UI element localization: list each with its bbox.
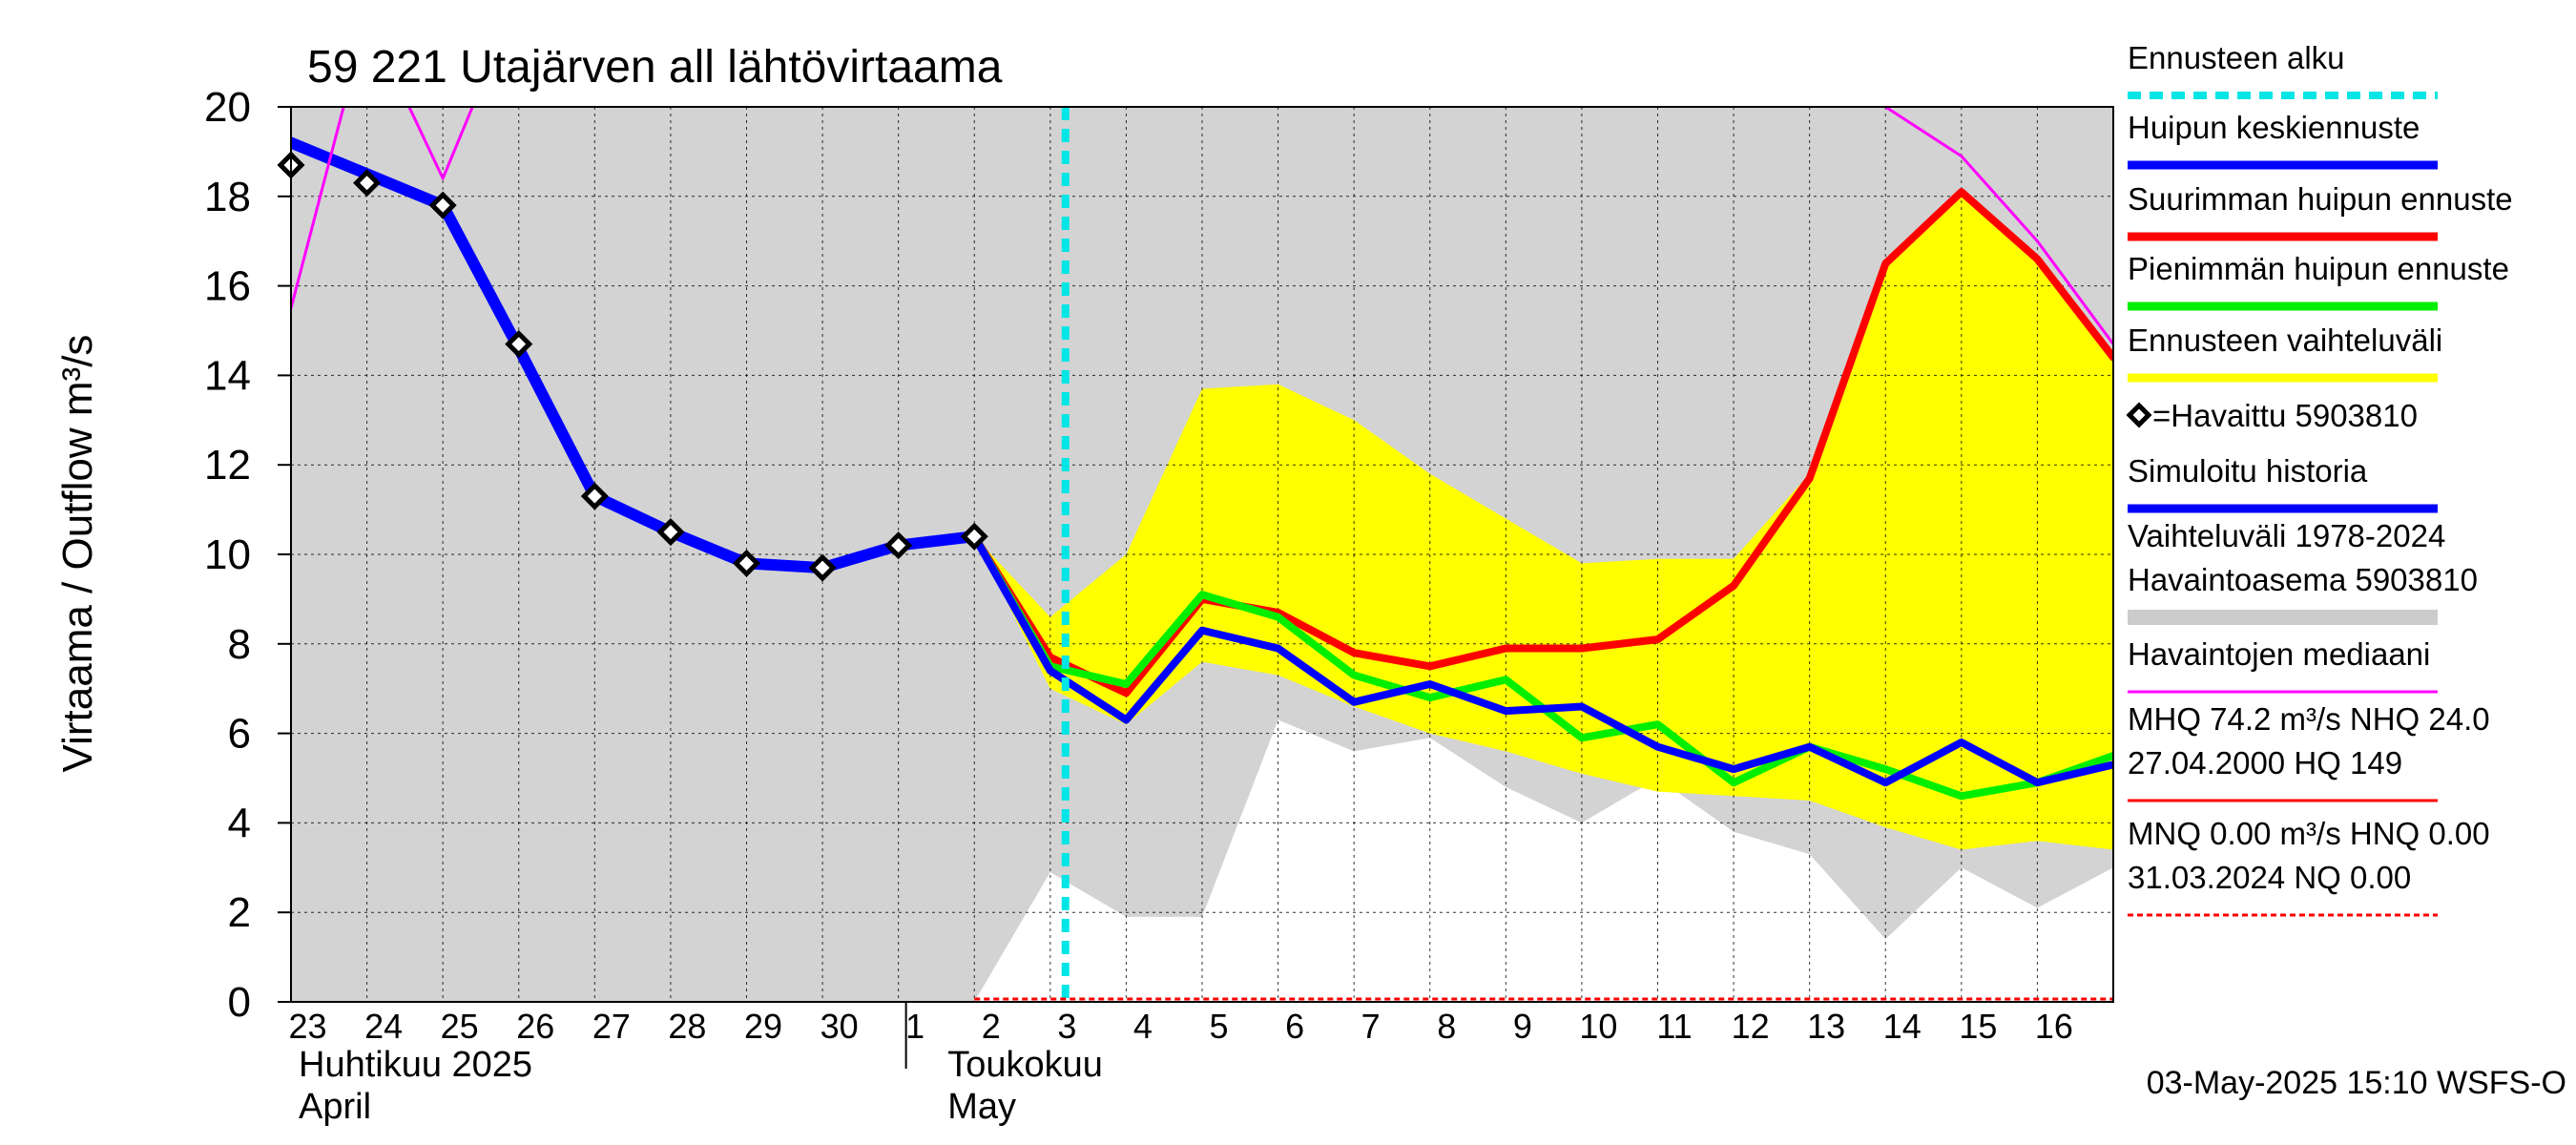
x-tick-label: 16: [2035, 1007, 2073, 1046]
legend-label: Vaihteluväli 1978-2024: [2128, 518, 2445, 553]
legend-label: Ennusteen vaihteluväli: [2128, 323, 2442, 358]
observed-point: [960, 522, 988, 551]
legend-marker: [2126, 402, 2152, 428]
forecast-range-band: [974, 192, 2113, 850]
series-line-0: [291, 136, 981, 574]
chart-title: 59 221 Utajärven all lähtövirtaama: [307, 42, 1003, 93]
x-tick-label: 10: [1579, 1007, 1617, 1046]
x-tick-label: 26: [516, 1007, 554, 1046]
series-line-3: [970, 532, 2113, 787]
x-tick-label: 28: [668, 1007, 706, 1046]
legend-label: MNQ 0.00 m³/s HNQ 0.00: [2128, 816, 2490, 851]
x-tick-label: 14: [1883, 1007, 1922, 1046]
x-tick-label: 30: [821, 1007, 859, 1046]
x-tick-label: 12: [1732, 1007, 1770, 1046]
legend-label-secondary: 31.03.2024 NQ 0.00: [2128, 860, 2411, 895]
legend-label: Suurimman huipun ennuste: [2128, 181, 2513, 217]
x-tick-label: 1: [905, 1007, 924, 1046]
legend-label: Huipun keskiennuste: [2128, 110, 2420, 145]
series-line-4: [291, 107, 2113, 346]
x-tick-label: 27: [592, 1007, 631, 1046]
x-tick-label: 25: [441, 1007, 479, 1046]
x-tick-label: 23: [288, 1007, 326, 1046]
observed-point: [353, 169, 382, 198]
y-tick-label: 2: [228, 889, 251, 936]
x-tick-label: 9: [1513, 1007, 1532, 1046]
x-tick-label: 24: [364, 1007, 403, 1046]
y-tick-label: 0: [228, 979, 251, 1026]
x-tick-label: 7: [1361, 1007, 1381, 1046]
y-tick-label: 4: [228, 800, 251, 846]
y-tick-label: 10: [204, 531, 251, 578]
x-tick-label: 13: [1807, 1007, 1845, 1046]
observed-point: [505, 330, 533, 359]
x-tick-label: 4: [1133, 1007, 1153, 1046]
y-tick-label: 20: [204, 84, 251, 131]
x-tick-label: 5: [1209, 1007, 1228, 1046]
footer-timestamp: 03-May-2025 15:10 WSFS-O: [2147, 1065, 2566, 1101]
observed-point: [884, 531, 913, 560]
series-lines: [291, 107, 2113, 1002]
observed-point: [428, 191, 457, 219]
legend-label: =Havaittu 5903810: [2152, 398, 2418, 433]
observed-point: [808, 553, 837, 582]
y-tick-label: 8: [228, 621, 251, 668]
y-tick-label: 14: [204, 352, 251, 399]
legend-label-secondary: Havaintoasema 5903810: [2128, 562, 2478, 597]
legend-label: Simuloitu historia: [2128, 453, 2368, 489]
y-tick-label: 6: [228, 711, 251, 758]
x-tick-label: 3: [1057, 1007, 1076, 1046]
y-axis-label: Virtaama / Outflow m³/s: [54, 335, 101, 773]
y-tick-label: 18: [204, 174, 251, 220]
month-label-en: April: [299, 1087, 371, 1127]
observed-point: [656, 518, 685, 547]
legend-label: MHQ 74.2 m³/s NHQ 24.0: [2128, 701, 2490, 737]
x-tick-label: 11: [1656, 1007, 1692, 1046]
x-tick-label: 8: [1437, 1007, 1456, 1046]
observed-point: [732, 549, 761, 577]
legend-label: Pienimmän huipun ennuste: [2128, 251, 2509, 286]
y-tick-label: 12: [204, 442, 251, 489]
month-label-fi: Huhtikuu 2025: [299, 1045, 532, 1085]
legend-label: Ennusteen alku: [2128, 40, 2345, 75]
x-tick-label: 2: [982, 1007, 1001, 1046]
y-axis-label-group: Virtaama / Outflow m³/s: [54, 335, 101, 773]
legend: Ennusteen alku Huipun keskiennuste Suurimm…: [2126, 40, 2513, 917]
observed-markers: [277, 151, 988, 582]
x-tick-label: 15: [1959, 1007, 1997, 1046]
series-line-1: [970, 188, 2113, 697]
observed-point: [580, 482, 609, 510]
legend-label-secondary: 27.04.2000 HQ 149: [2128, 745, 2402, 781]
y-tick-label: 16: [204, 263, 251, 310]
x-tick-label: 6: [1285, 1007, 1304, 1046]
legend-label: Havaintojen mediaani: [2128, 636, 2430, 672]
month-label-en: May: [947, 1087, 1016, 1127]
x-tick-label: 29: [744, 1007, 782, 1046]
month-label-fi: Toukokuu: [947, 1045, 1103, 1085]
